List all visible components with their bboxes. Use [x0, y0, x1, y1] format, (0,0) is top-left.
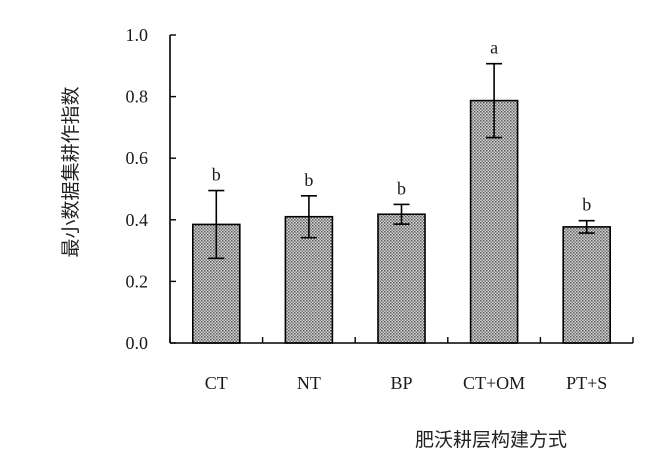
- x-tick-label: PT+S: [566, 373, 607, 393]
- axes-layer: [169, 34, 634, 344]
- x-axis-title: 肥沃耕层构建方式: [415, 429, 567, 451]
- y-tick-label: 1.0: [126, 25, 149, 45]
- y-tick-label: 0.2: [126, 271, 149, 291]
- y-tick-label: 0.8: [126, 87, 149, 107]
- x-tick-label: NT: [297, 373, 321, 393]
- x-tick-label: CT: [205, 373, 228, 393]
- y-tick-label: 0.4: [126, 210, 149, 230]
- significance-label: b: [212, 165, 221, 185]
- y-axis-title: 最小数据集耕作指数: [60, 86, 82, 257]
- bar-ct-om: [469, 99, 519, 344]
- significance-label: b: [304, 170, 313, 190]
- significance-label: b: [397, 178, 406, 198]
- labels-layer: 0.0 0.2 0.4 0.6 0.8 1.0 b CT b NT b BP a CT+OM b PT+S: [126, 25, 608, 393]
- bar-bp: [377, 213, 426, 344]
- error-bars-layer: [208, 62, 595, 260]
- significance-label: b: [582, 195, 591, 215]
- significance-label: a: [490, 38, 498, 58]
- y-tick-label: 0.0: [126, 333, 149, 353]
- x-tick-label: BP: [390, 373, 412, 393]
- y-tick-label: 0.6: [126, 148, 149, 168]
- bar-pt-s: [562, 226, 612, 344]
- x-tick-label: CT+OM: [463, 373, 525, 393]
